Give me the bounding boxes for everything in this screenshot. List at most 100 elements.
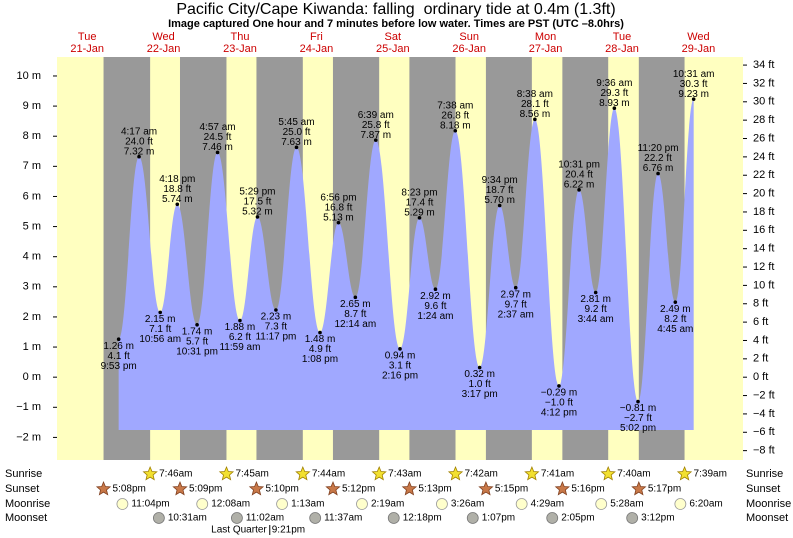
- tide-point: [215, 150, 220, 155]
- y-tick-label: 5 m: [23, 220, 41, 232]
- tide-label: 25.8 ft: [362, 120, 390, 131]
- y-tick-label: 10 m: [17, 70, 41, 82]
- row-label: Sunset: [5, 483, 39, 495]
- phase-name: Last Quarter: [211, 525, 267, 536]
- sunset-icon: [478, 480, 494, 496]
- tide-label: 2.97 m: [500, 289, 531, 300]
- tide-point: [656, 171, 660, 176]
- y2-tick-label: 20 ft: [753, 188, 774, 200]
- y2-tick-label: 16 ft: [753, 224, 774, 236]
- y2-tick-label: 28 ft: [753, 114, 774, 126]
- tide-label: 9:36 am: [596, 78, 632, 89]
- tide-label: 2.23 m: [261, 312, 292, 323]
- day-date: 25-Jan: [376, 43, 410, 55]
- sunset-time: 5:17pm: [648, 484, 681, 495]
- tide-label: 1.48 m: [305, 334, 336, 345]
- tide-label: 2.92 m: [420, 291, 451, 302]
- moonrise-time: 12:08am: [211, 499, 250, 510]
- y2-tick-label: 8 ft: [753, 298, 768, 310]
- sunrise-time: 7:46am: [159, 469, 192, 480]
- day-name: Thu: [231, 31, 250, 43]
- y-tick-label: 2 m: [23, 311, 41, 323]
- sunrise-icon: [142, 465, 158, 481]
- tide-label: 9.6 ft: [424, 301, 446, 312]
- tide-point: [116, 337, 121, 342]
- y2-tick-label: 26 ft: [753, 132, 774, 144]
- y2-tick-label: 2 ft: [753, 353, 768, 365]
- row-label: Sunset: [746, 483, 780, 495]
- y-tick-label: −1 m: [16, 401, 41, 413]
- moonrise-icon: [595, 498, 608, 510]
- sunset-time: 5:13pm: [418, 484, 451, 495]
- tide-label: 9:53 pm: [101, 361, 137, 372]
- y-tick-label: 0 m: [23, 371, 41, 383]
- tide-area: [118, 99, 694, 430]
- y2-tick-label: −2 ft: [753, 389, 775, 401]
- tide-point: [175, 202, 180, 207]
- sunset-icon: [554, 480, 570, 496]
- moonset-time: 3:12pm: [641, 513, 674, 524]
- tide-label: 5.32 m: [242, 207, 273, 218]
- tide-label: 25.0 ft: [283, 127, 311, 138]
- tide-label: 11:59 am: [219, 342, 260, 353]
- row-label: Sunrise: [746, 468, 783, 480]
- sunset-time: 5:09pm: [189, 484, 222, 495]
- tide-label: 7.32 m: [124, 146, 155, 157]
- tide-label: 1:08 pm: [302, 354, 338, 365]
- moonset-icon: [231, 512, 243, 524]
- day-name: Sat: [385, 31, 402, 43]
- tide-point: [255, 215, 260, 219]
- tide-label: 4.9 ft: [309, 344, 331, 355]
- day-name: Tue: [613, 31, 632, 43]
- moonrise-time: 6:20am: [689, 499, 722, 510]
- row-label: Moonset: [746, 512, 788, 524]
- moonset-icon: [466, 512, 479, 524]
- tide-label: 5:02 pm: [620, 423, 656, 434]
- tide-point: [398, 347, 402, 351]
- tide-label: 28.1 ft: [521, 99, 549, 110]
- tide-point: [238, 318, 242, 323]
- sunrise-icon: [447, 465, 464, 481]
- tide-label: 6.22 m: [564, 179, 595, 190]
- row-label: Sunrise: [5, 468, 42, 480]
- tide-label: 10:31 pm: [176, 346, 218, 357]
- tide-label: −1.0 ft: [545, 398, 573, 409]
- y2-tick-label: 22 ft: [753, 169, 774, 181]
- moonrise-time: 2:19am: [371, 499, 404, 510]
- moonrise-icon: [515, 498, 528, 510]
- y2-tick-label: 12 ft: [753, 261, 774, 273]
- tide-label: −2.7 ft: [624, 413, 652, 424]
- day-date: 22-Jan: [147, 43, 181, 55]
- day-date: 28-Jan: [605, 43, 639, 55]
- y2-tick-label: 10 ft: [753, 279, 774, 291]
- tide-point: [533, 117, 537, 122]
- tide-label: 10:56 am: [139, 334, 181, 345]
- sunrise-time: 7:40am: [617, 469, 650, 480]
- tide-label: 20.4 ft: [565, 169, 593, 180]
- tide-label: 17.4 ft: [406, 197, 434, 208]
- moonrise-time: 11:04pm: [131, 499, 169, 510]
- tide-label: 1.74 m: [182, 326, 213, 337]
- tide-label: −0.81 m: [620, 403, 656, 414]
- moonset-time: 11:02am: [246, 513, 284, 524]
- tide-label: 3.1 ft: [389, 360, 411, 371]
- tide-point: [577, 188, 581, 192]
- tide-label: 12:14 am: [334, 319, 376, 330]
- tide-label: 7.87 m: [360, 130, 391, 141]
- moonset-time: 12:18pm: [403, 513, 442, 524]
- tide-point: [453, 128, 458, 133]
- tide-label: 8:23 pm: [401, 187, 437, 198]
- tide-label: 7.3 ft: [265, 322, 287, 333]
- tide-label: 3:17 pm: [462, 389, 498, 400]
- tide-label: 8:38 am: [517, 89, 553, 100]
- y2-tick-label: −8 ft: [753, 445, 775, 457]
- moonset-icon: [387, 512, 400, 524]
- tide-label: 29.3 ft: [600, 88, 628, 99]
- tide-label: 4:57 am: [199, 122, 235, 133]
- y2-tick-label: 32 ft: [753, 77, 774, 89]
- moonrise-time: 1:13am: [291, 499, 324, 510]
- moonrise-icon: [356, 498, 368, 510]
- moonrise-time: 3:26am: [451, 499, 484, 510]
- day-date: 29-Jan: [682, 43, 716, 55]
